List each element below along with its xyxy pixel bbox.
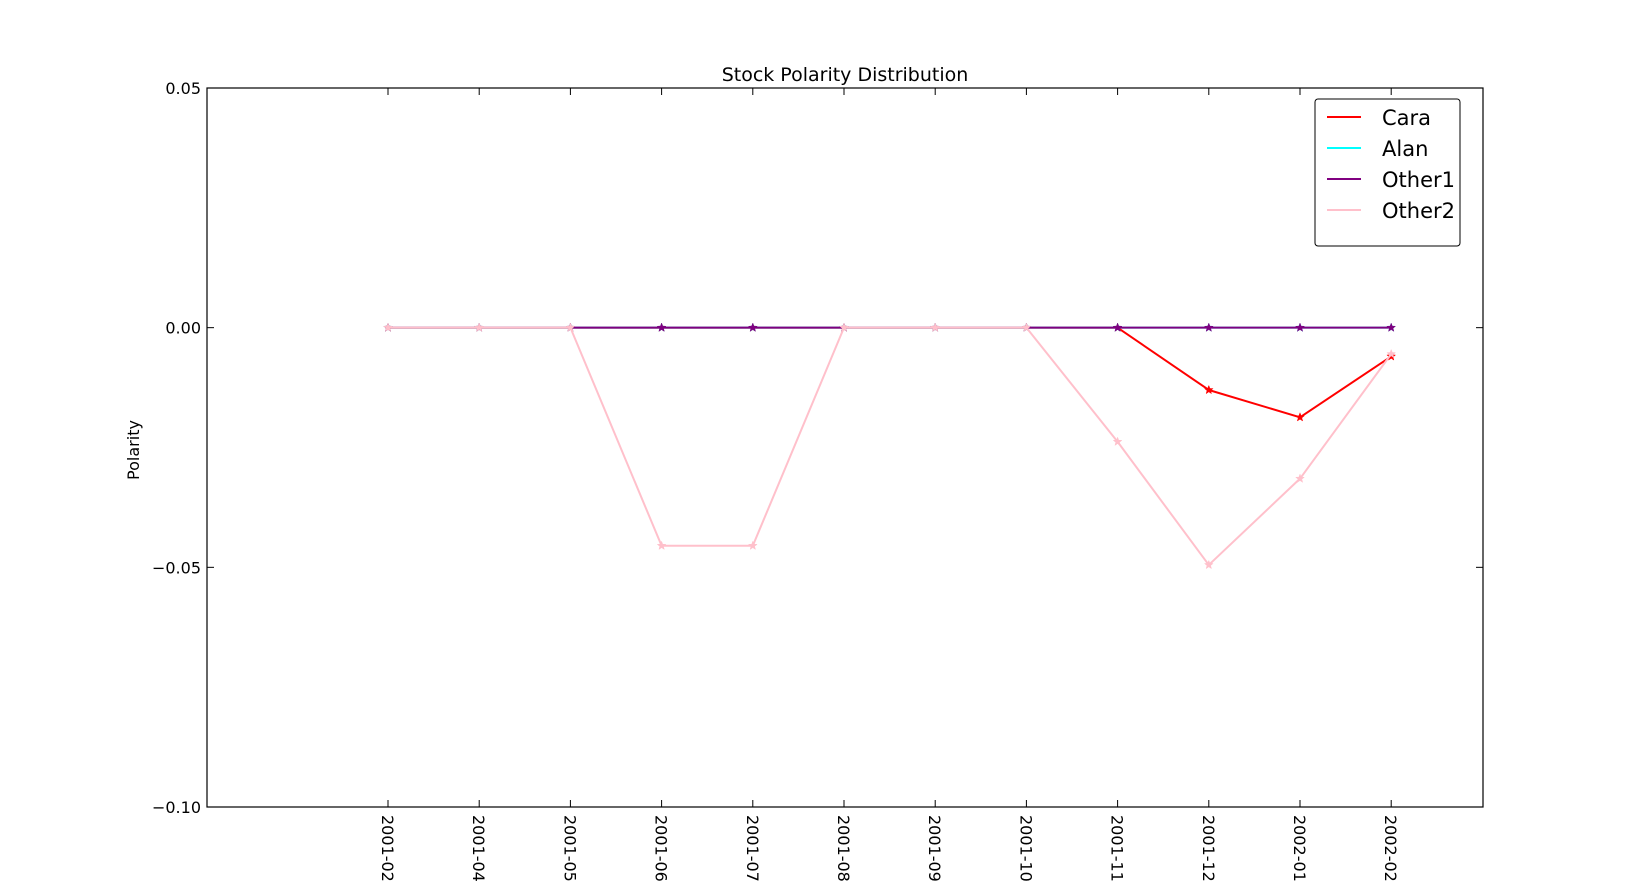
data-point-other2 <box>747 540 758 550</box>
data-point-other2 <box>1021 322 1032 332</box>
x-tick-label: 2001-11 <box>1108 815 1127 882</box>
legend-label: Other2 <box>1382 199 1455 223</box>
data-point-other1 <box>1112 322 1123 332</box>
chart-title: Stock Polarity Distribution <box>722 64 969 86</box>
data-point-other2 <box>656 540 667 550</box>
data-point-other1 <box>1386 322 1397 332</box>
x-tick-label: 2002-01 <box>1290 815 1309 882</box>
data-point-cara <box>1295 412 1305 422</box>
x-tick-label: 2001-04 <box>469 815 488 882</box>
x-tick-label: 2001-08 <box>834 815 853 882</box>
x-tick-label: 2001-05 <box>560 815 579 882</box>
data-point-other1 <box>1295 322 1305 332</box>
data-point-other1 <box>656 322 667 332</box>
data-point-other2 <box>1386 348 1397 359</box>
series-line-cara <box>388 326 1392 419</box>
legend-label: Cara <box>1382 106 1431 130</box>
y-tick-label: −0.10 <box>152 798 201 817</box>
series-line-other2 <box>388 326 1393 566</box>
x-tick-label: 2001-07 <box>743 815 762 882</box>
data-point-other2 <box>1295 473 1305 483</box>
data-point-other1 <box>747 322 758 332</box>
data-point-cara <box>1203 384 1214 395</box>
data-point-other2 <box>1112 436 1123 446</box>
x-tick-label: 2002-02 <box>1381 815 1400 882</box>
data-point-other2 <box>383 322 393 332</box>
series-cara <box>383 322 1397 422</box>
x-tick-label: 2001-10 <box>1016 815 1035 882</box>
data-point-other2 <box>474 322 485 332</box>
legend: Cara Alan Other1 Other2 <box>1314 98 1461 247</box>
x-tick-label: 2001-02 <box>378 815 397 882</box>
x-tick-label: 2001-09 <box>925 815 944 882</box>
x-tick-label: 2001-06 <box>652 815 671 882</box>
data-point-other2 <box>565 322 576 332</box>
series-other2 <box>383 322 1397 570</box>
y-tick-label: 0.05 <box>165 79 201 98</box>
data-point-other2 <box>839 322 849 332</box>
data-point-other2 <box>1203 559 1214 570</box>
data-point-other2 <box>930 322 941 332</box>
data-point-other1 <box>1203 322 1214 332</box>
y-tick-label: −0.05 <box>152 558 201 577</box>
plot-frame <box>206 87 1484 808</box>
y-tick-label: 0.00 <box>165 319 201 338</box>
legend-label: Other1 <box>1382 168 1455 192</box>
legend-label: Alan <box>1382 137 1428 161</box>
y-axis-label: Polarity <box>124 420 143 480</box>
x-tick-label: 2001-12 <box>1199 815 1218 882</box>
plot-area: 0.05 0.00 −0.05 −0.10 2001-02 2001-04 2001-05 2… <box>152 79 1484 882</box>
